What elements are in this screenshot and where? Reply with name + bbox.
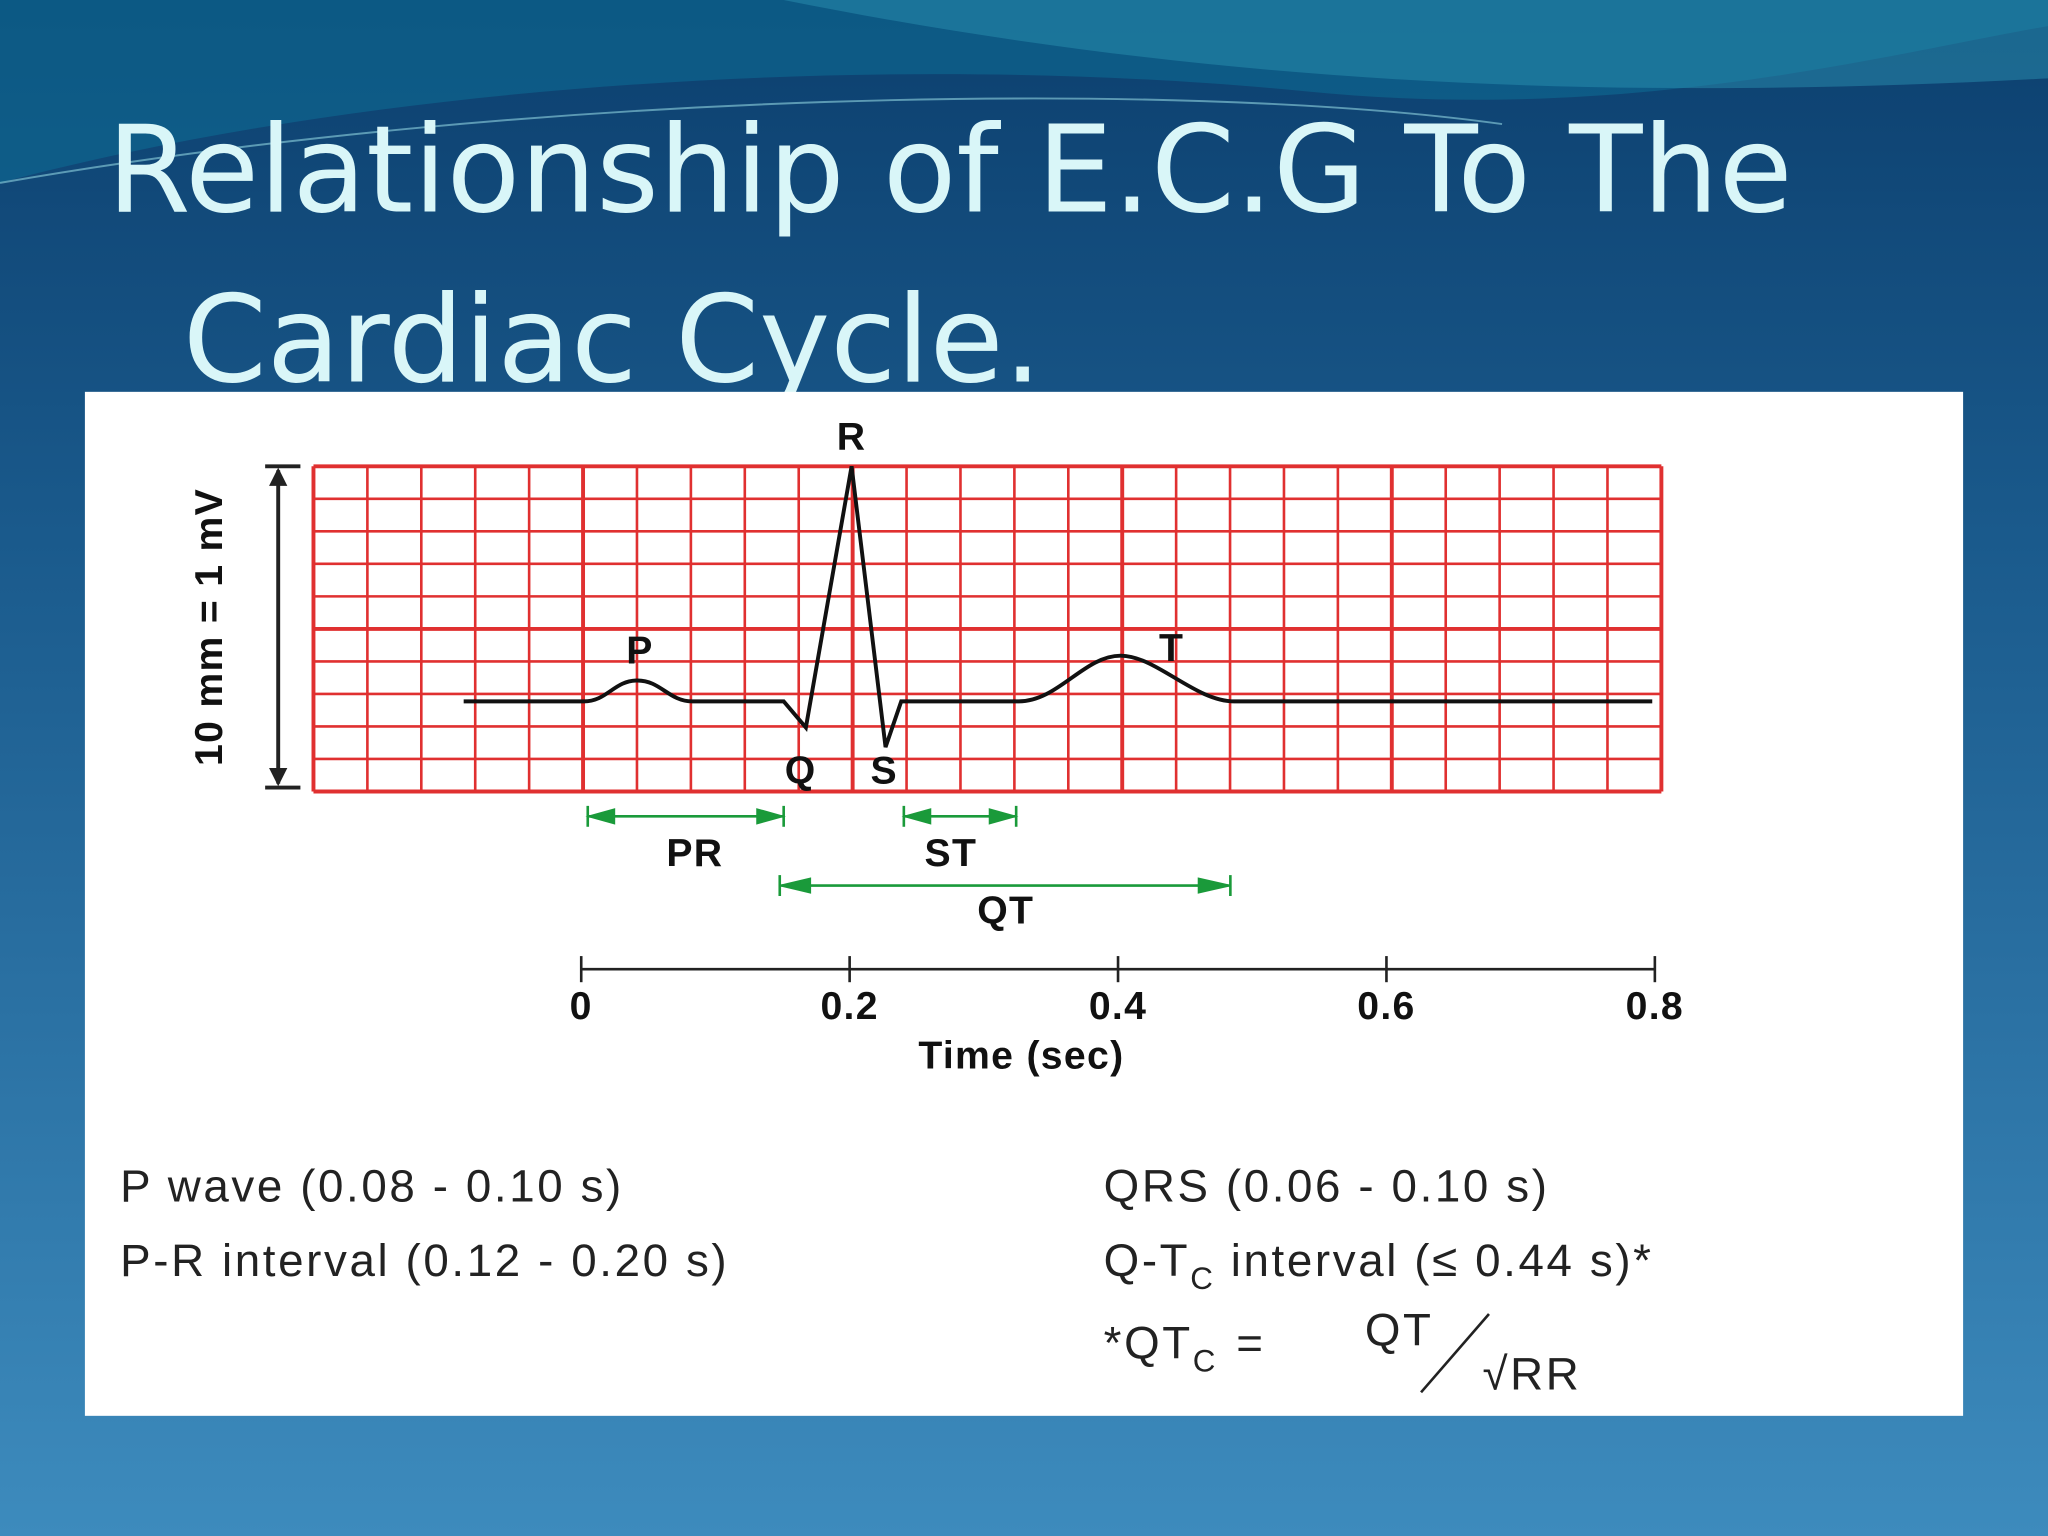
ecg-trace — [463, 465, 1653, 748]
formula: *QTC = — [1104, 1317, 1266, 1378]
intervals — [585, 805, 1232, 896]
wave-decoration — [783, 0, 2048, 89]
fraction-slash — [1420, 1313, 1490, 1394]
tick-label: 0 — [570, 985, 593, 1028]
ecg-grid — [311, 464, 1664, 794]
formula-denominator: √RR — [1482, 1349, 1581, 1400]
interval-label: QT — [977, 889, 1034, 932]
note-part: interval (≤ 0.44 s)* — [1215, 1235, 1653, 1286]
wave-label: S — [871, 750, 898, 793]
interval-label: PR — [666, 832, 723, 875]
formula-part: = — [1236, 1317, 1265, 1368]
interval-arrows — [585, 808, 786, 825]
figure-panel — [84, 391, 1964, 1416]
interval-arrows — [901, 808, 1019, 825]
wave-label: R — [837, 415, 867, 458]
tick-label: 0.8 — [1626, 985, 1684, 1028]
note-part: Q-T — [1104, 1235, 1191, 1286]
formula-numerator: QT — [1365, 1304, 1434, 1355]
tick-label: 0.6 — [1357, 985, 1415, 1028]
time-ticks: 0 0.2 0.4 0.6 0.8 — [570, 956, 1684, 1028]
subscript: C — [1190, 1261, 1215, 1296]
subscript: C — [1193, 1343, 1218, 1378]
wave-label: Q — [785, 750, 817, 793]
wave-label: T — [1159, 627, 1184, 670]
formula-part: *QT — [1104, 1317, 1193, 1368]
title: Cardiac Cycle. — [183, 270, 1042, 410]
axis-label: Time (sec) — [918, 1034, 1124, 1077]
note: QRS (0.06 - 0.10 s) — [1104, 1161, 1550, 1212]
interval-arrows — [782, 877, 1229, 894]
tick-label: 0.4 — [1089, 985, 1147, 1028]
wave-label: P — [626, 630, 653, 673]
tick-label: 0.2 — [820, 985, 878, 1028]
interval-label: ST — [925, 832, 978, 875]
y-label: 10 mm = 1 mV — [188, 488, 231, 766]
title: Relationship of E.C.G To The — [107, 101, 1792, 241]
note: Q-TC interval (≤ 0.44 s)* — [1104, 1235, 1654, 1296]
wave-line — [0, 97, 1503, 184]
note: P wave (0.08 - 0.10 s) — [120, 1161, 624, 1212]
note: P-R interval (0.12 - 0.20 s) — [120, 1235, 729, 1286]
